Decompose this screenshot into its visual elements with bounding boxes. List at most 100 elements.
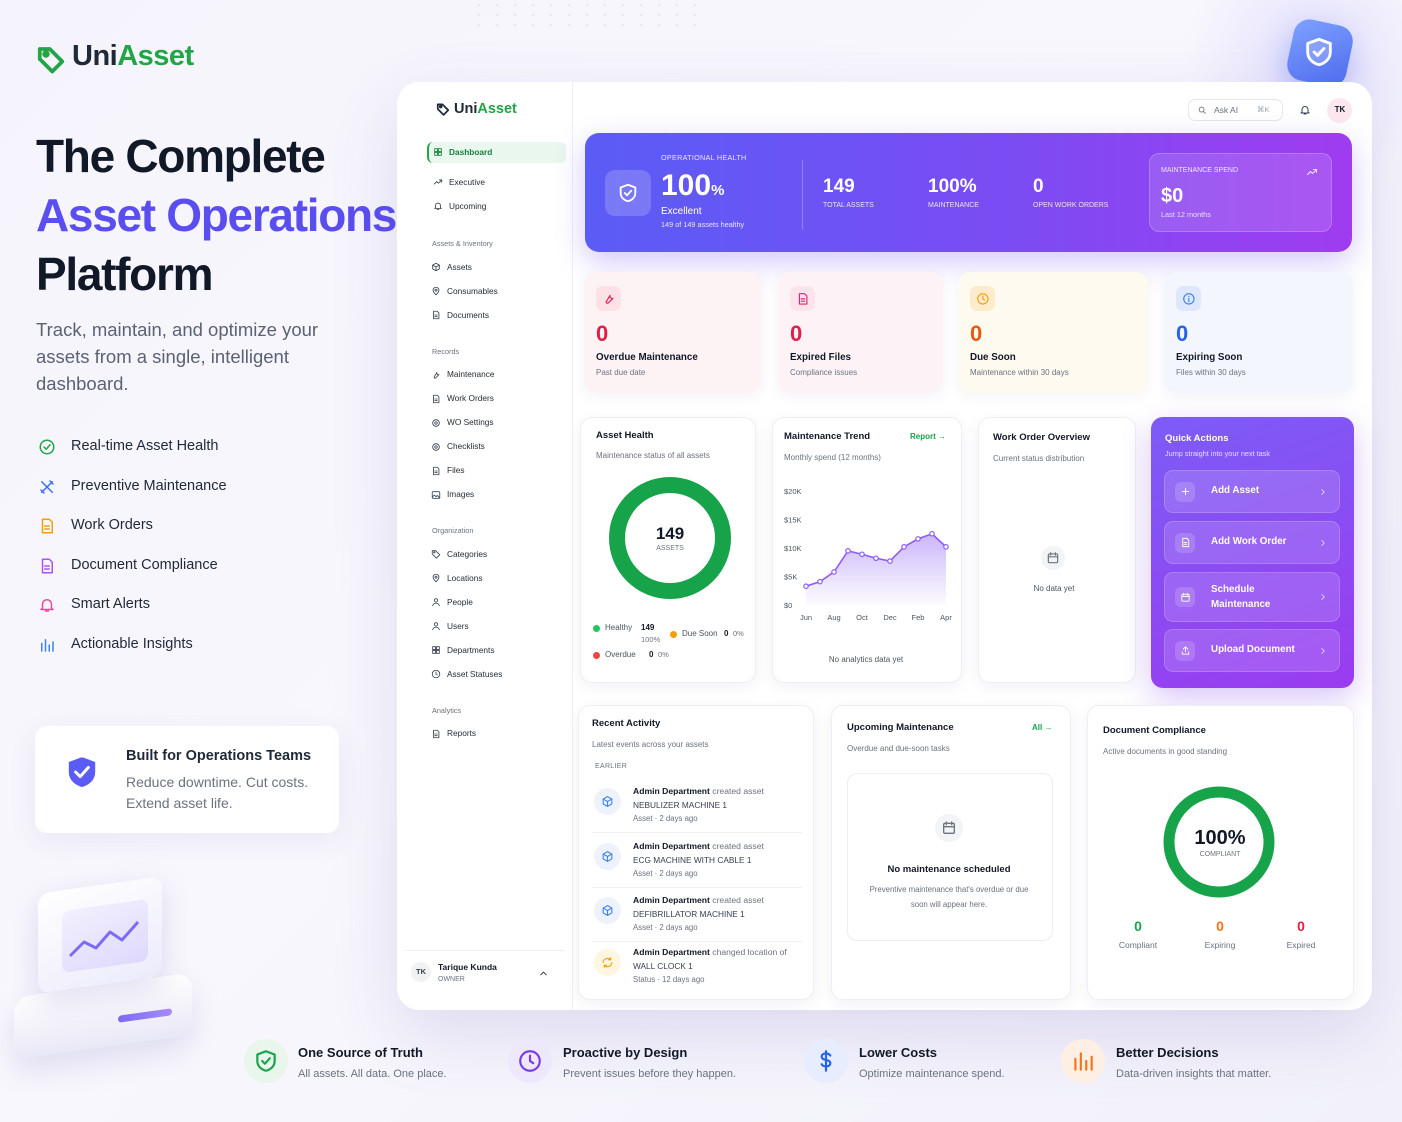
card-title: Upcoming Maintenance	[847, 722, 954, 734]
compliance-ring	[1163, 786, 1275, 898]
nav-icon-part	[433, 729, 440, 738]
quick-action-icon	[1181, 487, 1189, 496]
feature-icon	[41, 638, 54, 652]
benefit-text: Optimize maintenance spend.	[859, 1068, 1005, 1081]
compliance-stat-value: 0	[1297, 918, 1305, 935]
feature-icon-part	[40, 479, 54, 494]
nav-icon-part	[434, 733, 438, 736]
quick-action-icon-part	[1181, 487, 1189, 496]
nav-item: Reports	[447, 728, 477, 739]
activity-icon	[602, 851, 613, 862]
quick-action-button	[1164, 470, 1340, 513]
nav-icon-part	[432, 650, 436, 654]
health-banner	[585, 133, 1352, 252]
feature-icon	[40, 479, 54, 494]
empty-label: No data yet	[1033, 584, 1075, 594]
spend-trend-icon	[1307, 169, 1317, 175]
card-subtitle: Jump straight into your next task	[1165, 449, 1271, 459]
quick-action-label: Add Work Order	[1211, 536, 1287, 548]
alert-subtitle: Compliance issues	[790, 368, 858, 378]
nav-icon-part	[438, 148, 442, 152]
alert-title: Expiring Soon	[1176, 351, 1243, 363]
alert-icon-part	[981, 295, 985, 301]
health-stat-value: 0	[1033, 176, 1044, 198]
legend-dot	[593, 625, 600, 632]
card-title: Recent Activity	[592, 718, 661, 730]
compliance-ring-circle	[1163, 786, 1275, 898]
health-icon-part	[623, 189, 633, 197]
nav-icon	[433, 729, 440, 738]
benefit-icon-part	[261, 1057, 271, 1065]
card-title: Document Compliance	[1103, 725, 1206, 737]
activity-meta: Asset · 2 days ago	[633, 869, 698, 879]
health-value: 100%	[661, 169, 724, 203]
quick-action-icon-bg	[1175, 587, 1195, 607]
activity-headline: Admin Department created asset	[633, 841, 764, 851]
quick-action-icon-part	[1183, 542, 1187, 545]
nav-icon	[433, 466, 440, 475]
activity-divider	[592, 887, 802, 888]
logo-mark	[37, 47, 65, 74]
activity-meta: Status · 12 days ago	[633, 975, 705, 985]
feature-icon-part	[44, 564, 50, 570]
nav-icon	[431, 669, 441, 679]
spend-trend-icon-part	[1307, 169, 1317, 175]
activity-target: DEFIBRILLATOR MACHINE 1	[633, 908, 745, 919]
nav-item: Executive	[449, 176, 485, 187]
nav-icon-part	[436, 650, 440, 654]
empty-icon-part	[943, 822, 955, 834]
quick-action-label: Add Asset	[1211, 485, 1260, 497]
quick-action-chevron-part	[1321, 539, 1325, 546]
benefit-title: Proactive by Design	[563, 1044, 688, 1060]
logo-mark-part	[37, 47, 65, 74]
benefit-icon	[519, 1050, 541, 1072]
activity-meta: Asset · 2 days ago	[633, 814, 698, 824]
feature-icon-part	[44, 525, 50, 530]
legend-dot	[670, 631, 677, 638]
card-title: Maintenance Trend	[784, 431, 871, 443]
quick-action-button	[1164, 629, 1340, 672]
activity-action: changed location of	[712, 947, 787, 957]
y-tick-label: $20K	[784, 487, 802, 496]
hero-title-line: Platform	[36, 248, 213, 301]
nav-icon	[432, 418, 440, 427]
nav-icon-part	[431, 494, 441, 498]
search-icon	[1198, 106, 1206, 114]
asset-total-label: ASSETS	[656, 544, 684, 552]
legend-pct: 0%	[733, 629, 744, 639]
activity-headline: Admin Department changed location of	[633, 947, 787, 957]
spend-value: $0	[1161, 184, 1184, 207]
nav-section-title: Assets & Inventory	[432, 239, 493, 249]
nav-icon-part	[434, 202, 442, 209]
nav-icon	[431, 490, 441, 499]
nav-icon-part	[432, 602, 440, 607]
point	[929, 530, 935, 537]
user-menu-chevron-part	[540, 971, 547, 976]
quick-action-chevron-part	[1321, 488, 1325, 495]
feature-icon-part	[41, 558, 53, 573]
health-stat-label: TOTAL ASSETS	[823, 201, 874, 209]
empty-icon	[943, 821, 955, 834]
benefit-icon-part	[256, 1050, 276, 1072]
nav-icon-part	[433, 622, 439, 627]
point	[915, 536, 921, 542]
alert-icon	[976, 292, 989, 305]
legend-count: 149	[641, 623, 655, 633]
badge-icon-part	[1312, 47, 1326, 57]
feature-icon-part	[40, 599, 54, 611]
notification-bell	[1300, 106, 1310, 115]
benefit-title: One Source of Truth	[298, 1044, 423, 1060]
alert-icon-part	[800, 297, 805, 302]
point	[859, 551, 865, 558]
quick-action-chevron	[1321, 594, 1325, 600]
benefit-icon	[256, 1050, 276, 1072]
health-stat-value: 100%	[928, 176, 977, 198]
alert-value: 0	[1176, 321, 1189, 347]
nav-icon-part	[432, 646, 436, 650]
card-subtitle: Maintenance status of all assets	[596, 451, 710, 461]
card-subtitle: Latest events across your assets	[592, 740, 709, 750]
illus-chart	[68, 921, 140, 958]
card-subtitle: Current status distribution	[993, 454, 1085, 464]
activity-action: created asset	[712, 841, 764, 851]
